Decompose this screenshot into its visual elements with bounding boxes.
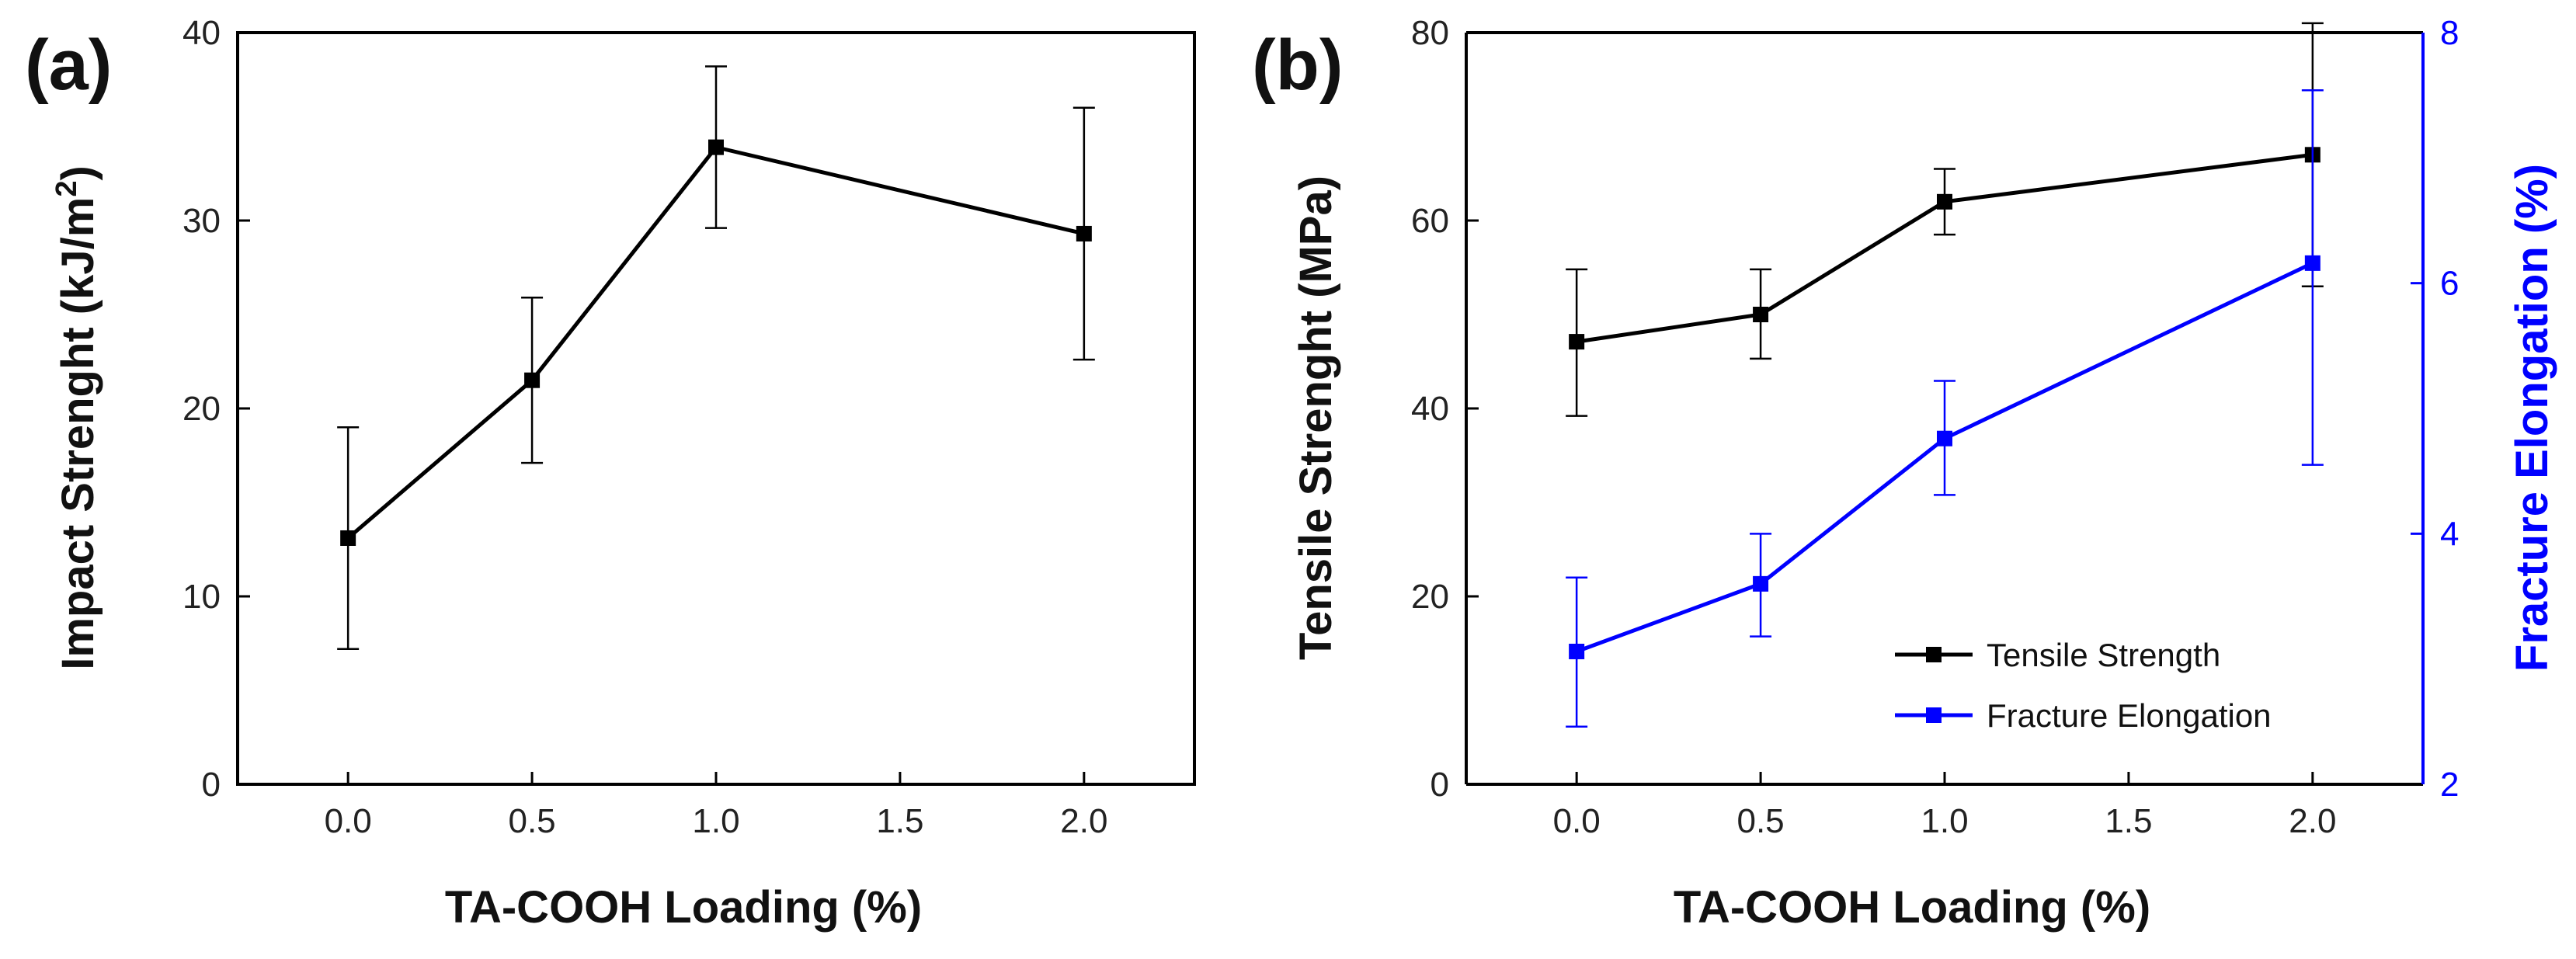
data-point-marker [1937, 430, 1952, 446]
y-tick-label: 0 [1431, 766, 1449, 804]
y-tick-label: 60 [1411, 202, 1449, 240]
series-line-1 [1576, 261, 2314, 654]
data-point-marker [1569, 643, 1585, 659]
y-tick-label: 80 [1411, 14, 1449, 52]
data-point-marker [1569, 334, 1585, 350]
x-tick-label: 0.0 [325, 802, 372, 840]
x-tick-label: 1.5 [876, 802, 923, 840]
data-point-marker [1937, 193, 1952, 210]
panel-b: (b) Tensile Strenght (MPa) Fracture Elon… [1252, 14, 2557, 933]
x-tick-label: 1.5 [2105, 802, 2152, 840]
panel-a-y-axis-title: Impact Strenght (kJ/m2) [50, 165, 103, 670]
data-point-marker [524, 372, 541, 388]
data-point-marker [340, 530, 356, 546]
panel-a-label: (a) [25, 26, 112, 105]
y-tick-label: 10 [183, 578, 221, 616]
legend-label: Tensile Strength [1987, 637, 2220, 673]
right-y-tick-label: 6 [2440, 265, 2459, 303]
x-tick-label: 2.0 [1060, 802, 1107, 840]
panel-a-plot-frame [236, 31, 1196, 786]
data-point-marker [1753, 575, 1769, 592]
x-tick-label: 0.5 [508, 802, 555, 840]
right-y-tick-label: 8 [2440, 14, 2459, 52]
panel-a-plot-area: 0.0 0.5 1.0 1.5 2.0 0 10 20 30 40 [183, 14, 1107, 840]
x-tick-label: 1.0 [692, 802, 739, 840]
legend-swatch-marker [1926, 647, 1942, 662]
series-line-0 [1576, 152, 2314, 344]
y-tick-label: 20 [183, 390, 221, 428]
data-point-marker [2304, 255, 2320, 271]
legend-swatch-marker [1926, 707, 1942, 723]
panel-b-left-y-axis-title: Tensile Strenght (MPa) [1291, 175, 1341, 660]
series-line-0 [346, 144, 1085, 540]
panel-b-legend: Tensile Strength Fracture Elongation [1895, 637, 2272, 734]
data-point-marker [708, 139, 724, 155]
panel-b-right-y-axis-title: Fracture Elongation (%) [2507, 164, 2557, 672]
legend-label: Fracture Elongation [1987, 697, 2272, 734]
panel-b-label: (b) [1252, 26, 1343, 105]
x-tick-label: 2.0 [2289, 802, 2336, 840]
y-tick-label: 40 [1411, 390, 1449, 428]
data-point-marker [1753, 307, 1769, 322]
right-y-tick-label: 4 [2440, 515, 2459, 553]
panel-b-x-axis-title: TA-COOH Loading (%) [1674, 882, 2150, 933]
x-tick-label: 0.5 [1736, 802, 1784, 840]
y-tick-label: 0 [202, 766, 221, 804]
data-point-marker [1076, 225, 1092, 241]
y-tick-label: 30 [183, 202, 221, 240]
x-tick-label: 0.0 [1553, 802, 1601, 840]
y-tick-label: 40 [183, 14, 221, 52]
panel-b-plot-area: 0.0 0.5 1.0 1.5 2.0 0 20 40 60 80 2 4 6 8 [1411, 14, 2459, 840]
y-tick-label: 20 [1411, 578, 1449, 616]
panel-a-x-axis-title: TA-COOH Loading (%) [445, 882, 922, 933]
x-tick-label: 1.0 [1921, 802, 1968, 840]
right-y-tick-label: 2 [2440, 766, 2459, 804]
panel-a: (a) Impact Strenght (kJ/m2) TA-COOH Load… [25, 14, 1196, 933]
